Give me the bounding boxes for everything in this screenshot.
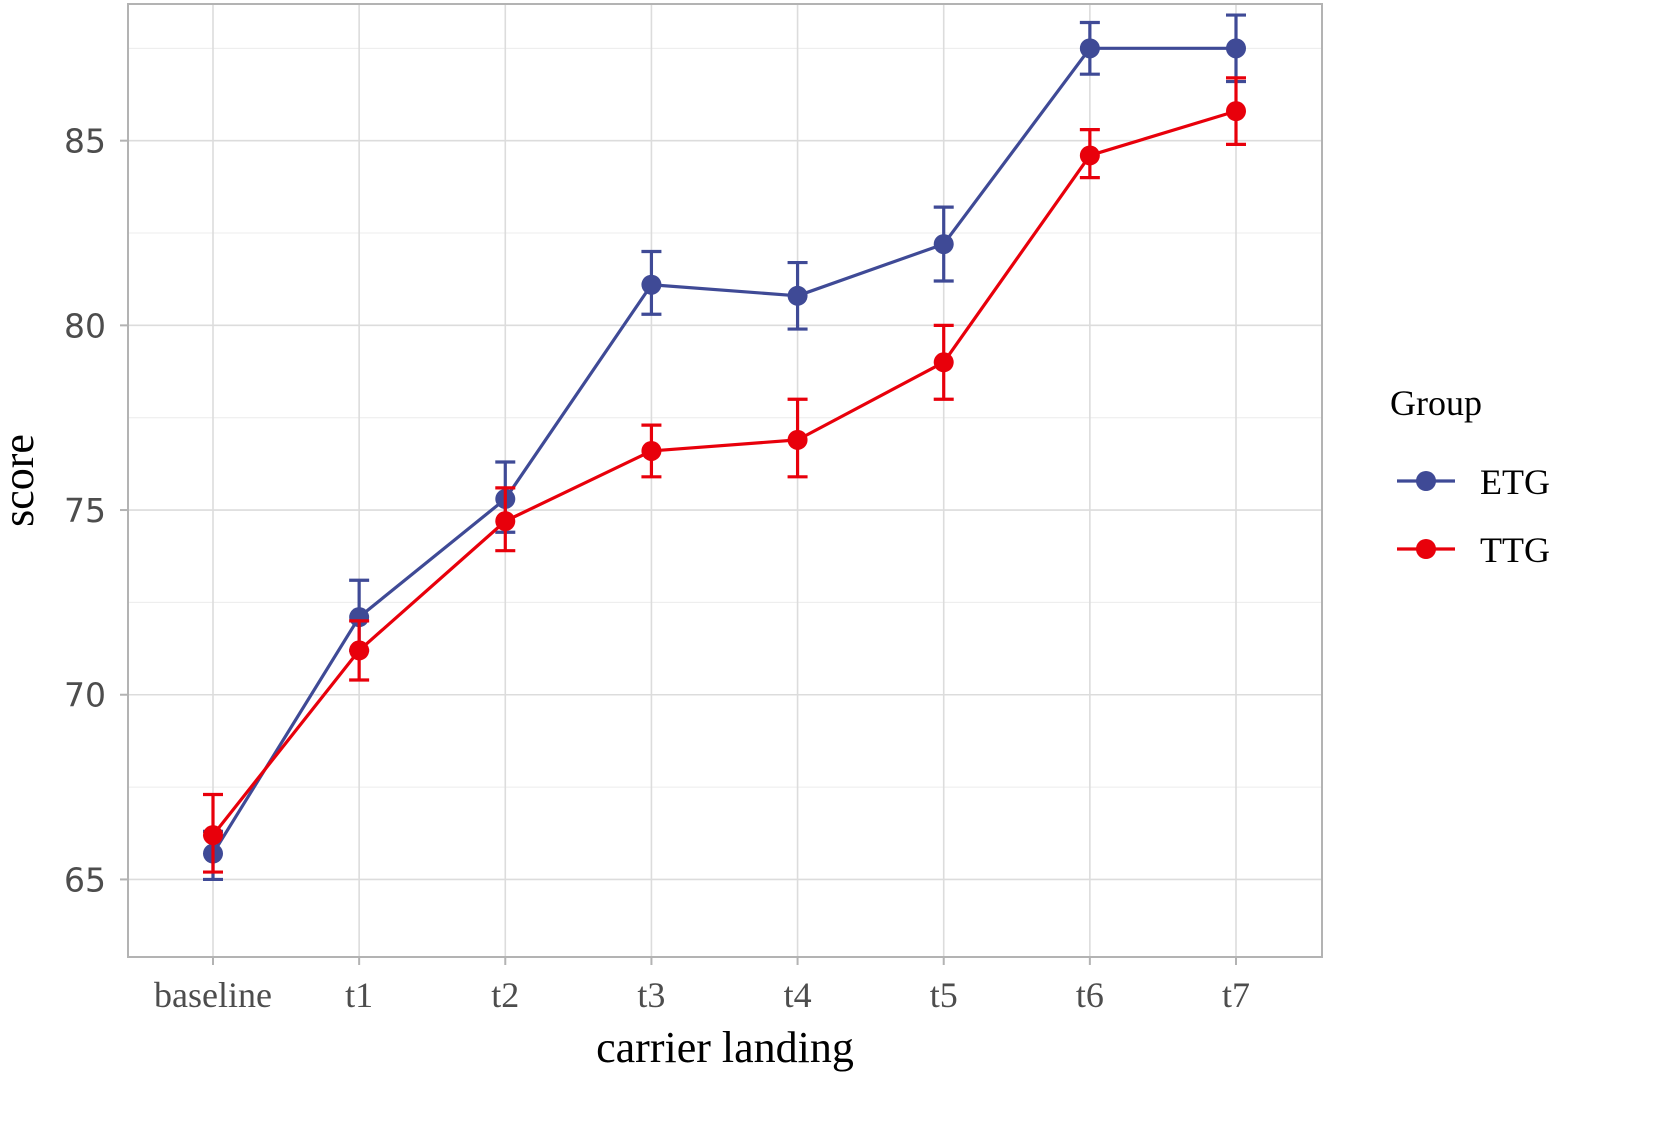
y-tick-label: 85: [64, 122, 106, 161]
series-line: [211, 46, 1236, 855]
series-line: [211, 109, 1237, 837]
y-axis: 65 70 75 80 85: [64, 122, 128, 899]
plot-border: [127, 3, 1323, 958]
legend-label: TTG: [1480, 530, 1550, 570]
series-ttg: [203, 76, 1246, 874]
data-point: [787, 285, 808, 306]
x-tick-label: t5: [930, 975, 958, 1015]
x-tick-label: t1: [345, 975, 373, 1015]
data-point: [641, 440, 662, 461]
data-point: [787, 429, 808, 450]
legend-key-point: [1416, 539, 1436, 559]
legend-item-etg: ETG: [1397, 462, 1550, 502]
legend-label: ETG: [1480, 462, 1550, 502]
data-point: [1226, 38, 1246, 59]
data-point: [933, 234, 954, 255]
x-tick-label: t4: [784, 975, 812, 1015]
y-tick-label: 80: [64, 306, 106, 345]
y-axis-title: score: [0, 434, 43, 527]
x-axis: baseline t1 t2 t3 t4 t5 t6 t7: [154, 957, 1250, 1015]
x-tick-label: t6: [1076, 975, 1104, 1015]
legend: Group ETG TTG: [1390, 383, 1550, 570]
plot-panel: [128, 4, 1322, 957]
x-tick-label: baseline: [154, 975, 272, 1015]
legend-title: Group: [1390, 383, 1482, 423]
legend-item-ttg: TTG: [1397, 530, 1550, 570]
x-axis-title: carrier landing: [596, 1023, 854, 1072]
data-point: [495, 511, 516, 532]
y-tick-label: 70: [64, 676, 106, 715]
data-point: [203, 825, 223, 846]
y-tick-label: 65: [64, 860, 106, 899]
y-tick-label: 75: [64, 491, 106, 530]
data-point: [641, 274, 662, 295]
data-point: [1079, 38, 1100, 59]
data-point: [933, 352, 954, 373]
x-tick-label: t7: [1222, 975, 1250, 1015]
legend-key-point: [1416, 471, 1436, 491]
x-tick-label: t3: [637, 975, 665, 1015]
data-point: [349, 640, 370, 661]
x-tick-label: t2: [491, 975, 519, 1015]
data-point: [1079, 145, 1100, 166]
data-point: [1226, 101, 1246, 122]
